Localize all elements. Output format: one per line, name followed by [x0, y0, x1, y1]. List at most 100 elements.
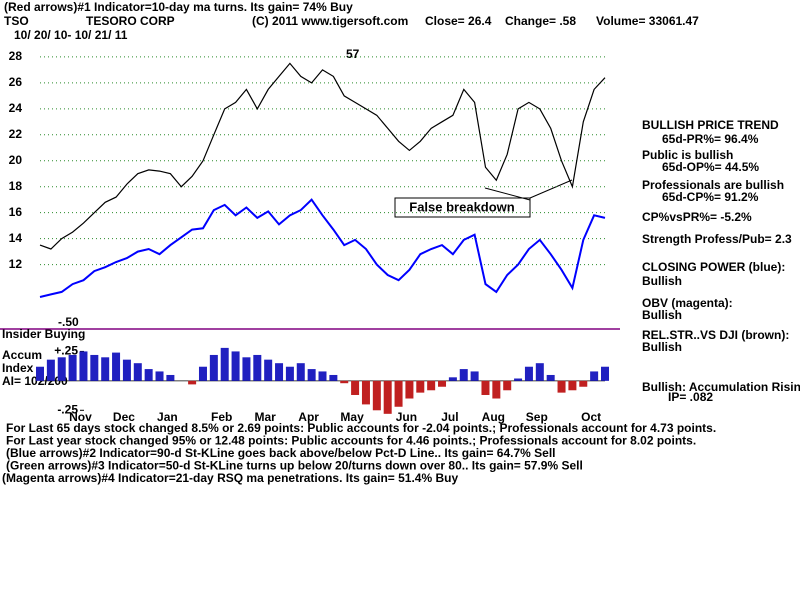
annotation-pointer: [484, 187, 531, 201]
bar: [307, 369, 316, 381]
bar: [601, 366, 609, 381]
x-tick-label: Jun: [396, 410, 417, 424]
bar: [209, 354, 218, 381]
x-tick-label: Oct: [581, 410, 601, 424]
sidebar-text: CLOSING POWER (blue):: [642, 260, 785, 274]
bar: [90, 354, 99, 381]
x-tick-label: Dec: [113, 410, 135, 424]
bar: [285, 366, 294, 381]
sidebar-text: Bullish: [642, 308, 682, 322]
index-label: Index: [2, 361, 34, 375]
bar: [492, 380, 501, 399]
bar: [351, 380, 360, 395]
accum-label: Accum: [2, 348, 42, 362]
sidebar-text: Professionals are bullish: [642, 178, 784, 192]
bar: [329, 374, 338, 381]
footer-text: For Last 65 days stock changed 8.5% or 2…: [6, 421, 716, 435]
header-line: (Red arrows)#1 Indicator=10-day ma turns…: [4, 0, 353, 14]
bar: [470, 371, 479, 381]
bar: [459, 369, 468, 381]
bar: [361, 380, 370, 405]
footer-text: For Last year stock changed 95% or 12.48…: [6, 434, 696, 448]
bar: [340, 380, 349, 384]
series-line: [39, 62, 606, 250]
bar: [188, 380, 197, 385]
bar: [264, 359, 273, 381]
annotation-pointer: [529, 179, 573, 199]
sidebar-text: 65d-OP%= 44.5%: [662, 160, 759, 174]
bar: [36, 366, 44, 381]
x-tick-label: Nov: [69, 410, 92, 424]
bar: [405, 380, 414, 399]
sidebar-text: IP= .082: [668, 390, 713, 404]
bar: [318, 371, 327, 381]
bar: [383, 380, 392, 414]
date-range: 10/ 20/ 10- 10/ 21/ 11: [14, 28, 128, 42]
scale-label: -.50: [58, 315, 79, 329]
sidebar-text: 65d-PR%= 96.4%: [662, 132, 759, 146]
change: Change= .58: [505, 14, 576, 28]
symbol: TSO: [4, 14, 29, 28]
bar: [122, 359, 131, 381]
bar: [546, 374, 555, 381]
x-tick-label: May: [340, 410, 364, 424]
bar: [101, 357, 110, 381]
annotation: 57: [346, 47, 360, 61]
y-tick-label: 24: [9, 101, 23, 115]
x-tick-label: Feb: [211, 410, 232, 424]
bar: [448, 377, 457, 381]
bar: [46, 359, 55, 381]
y-tick-label: 26: [9, 75, 23, 89]
sidebar-text: OBV (magenta):: [642, 296, 733, 310]
x-tick-label: Aug: [482, 410, 505, 424]
y-tick-label: -.25: [57, 402, 78, 416]
bar: [57, 357, 66, 381]
sidebar-text: Bullish: [642, 274, 682, 288]
sidebar-text: Bullish: Accumulation Rising: [642, 380, 800, 394]
bar: [394, 380, 403, 407]
bar: [144, 369, 153, 381]
x-tick-label: Mar: [255, 410, 277, 424]
y-tick-label: 14: [9, 231, 23, 245]
bar: [79, 351, 88, 381]
sidebar-text: BULLISH PRICE TREND: [642, 118, 779, 132]
footer: For Last 65 days stock changed 8.5% or 2…: [2, 421, 716, 485]
sidebar-text: REL.STR..VS DJI (brown):: [642, 328, 789, 342]
bar: [166, 374, 175, 381]
bar: [231, 351, 240, 381]
bar: [68, 354, 77, 381]
sidebar-text: 65d-CP%= 91.2%: [662, 190, 759, 204]
bar: [133, 363, 142, 381]
bar: [112, 352, 121, 381]
sidebar-text: Bullish: [642, 340, 682, 354]
footer-text: (Magenta arrows)#4 Indicator=21-day RSQ …: [2, 471, 458, 485]
bar: [275, 363, 284, 381]
bar: [253, 354, 262, 381]
bar: [155, 371, 164, 381]
x-tick-label: Sep: [526, 410, 548, 424]
bar: [296, 363, 305, 381]
bar: [590, 371, 599, 381]
bar: [557, 380, 566, 393]
sidebar-text: Strength Profess/Pub= 2.3: [642, 232, 792, 246]
bar: [242, 357, 251, 381]
bar: [198, 366, 207, 381]
copyright: (C) 2011 www.tigersoft.com: [252, 14, 408, 28]
bar: [568, 380, 577, 391]
y-tick-label: 20: [9, 153, 23, 167]
y-tick-label: +.25: [54, 344, 78, 358]
close: Close= 26.4: [425, 14, 492, 28]
bar: [503, 380, 512, 391]
series-line: [39, 198, 606, 298]
bar: [535, 363, 544, 381]
company: TESORO CORP: [86, 14, 175, 28]
bar: [220, 347, 229, 381]
sidebar-text: Public is bullish: [642, 148, 733, 162]
footer-text: (Green arrows)#3 Indicator=50-d St-KLine…: [6, 459, 583, 473]
bar: [416, 380, 425, 393]
volume: Volume= 33061.47: [596, 14, 699, 28]
annotation: False breakdown: [409, 199, 515, 214]
bar: [372, 380, 381, 411]
